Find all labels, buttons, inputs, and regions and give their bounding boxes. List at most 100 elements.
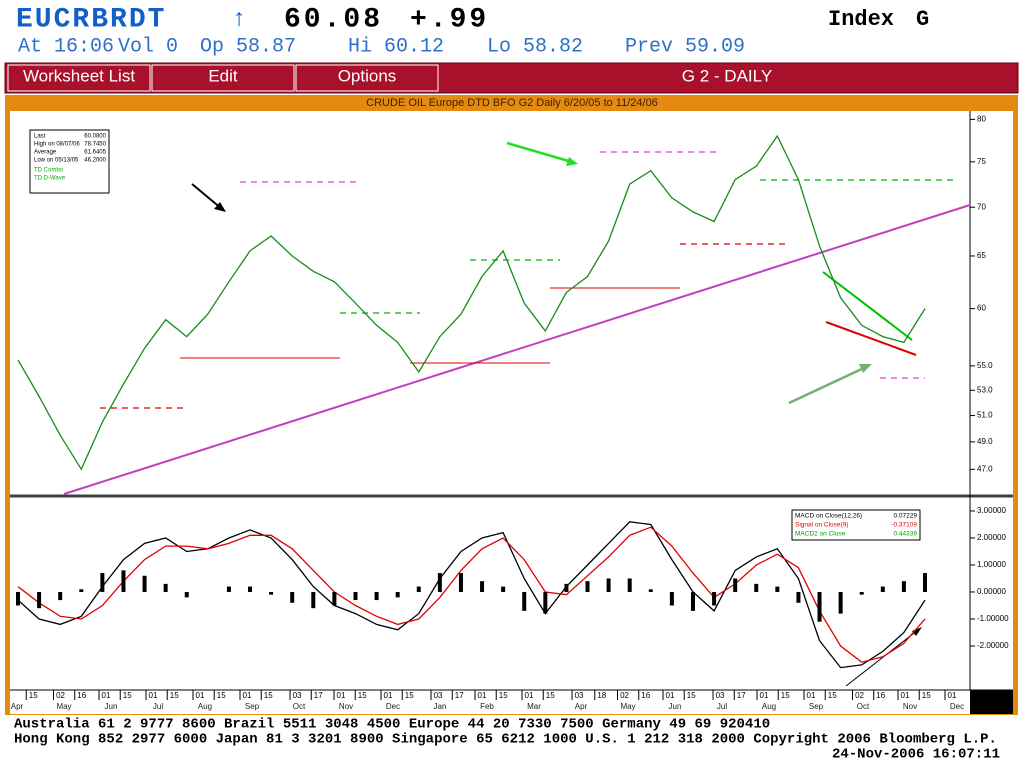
y-tick-label: 49.0	[977, 437, 993, 446]
arrow-head	[214, 202, 226, 212]
info-box	[29, 129, 110, 194]
histogram-bar	[332, 591, 337, 606]
day-label: 01	[948, 691, 957, 700]
month-label: Aug	[198, 702, 212, 711]
menu-button[interactable]	[151, 64, 295, 92]
month-label: Nov	[339, 702, 353, 711]
axis-corner	[970, 690, 1013, 714]
wedge-bottom	[825, 321, 917, 356]
histogram-bar	[395, 591, 400, 598]
month-label: Aug	[762, 702, 776, 711]
month-label: Nov	[903, 702, 917, 711]
histogram-bar	[733, 578, 738, 592]
footer-line: 24-Nov-2006 16:07:11	[832, 747, 1000, 763]
histogram-bar	[923, 573, 927, 592]
day-label: 01	[760, 691, 769, 700]
menu-label[interactable]: Worksheet List	[23, 66, 135, 85]
menu-button[interactable]	[7, 64, 151, 92]
info-label: Average	[34, 150, 57, 156]
info-label: Last	[34, 134, 46, 140]
histogram-bar	[37, 591, 42, 609]
y-tick-label: 55.0	[977, 361, 993, 370]
histogram-bar	[79, 589, 84, 592]
info-value: 61.6405	[84, 150, 106, 156]
info-label: Low on 05/13/05	[34, 158, 79, 164]
y-tick-label: 53.0	[977, 385, 993, 394]
chart-area	[10, 111, 1013, 714]
day-label: 01	[243, 691, 252, 700]
trend-line	[63, 204, 971, 495]
day-label: 15	[922, 691, 931, 700]
day-label: 15	[546, 691, 555, 700]
day-label: 15	[781, 691, 790, 700]
arrow-head	[859, 364, 872, 373]
quote-line: At 16:06 Vol 0 Op 58.87 Hi 60.12 Lo 58.82 Pre…	[18, 35, 745, 58]
legend-name: MACD on Close(12,26)	[795, 513, 862, 520]
wedge-top	[822, 271, 913, 341]
day-label: 02	[56, 691, 65, 700]
month-label: May	[620, 702, 635, 711]
month-label: Jun	[105, 702, 118, 711]
histogram-bar	[880, 586, 885, 592]
day-label: 16	[876, 691, 885, 700]
info-value: 78.7450	[84, 142, 106, 148]
histogram-bar	[458, 573, 463, 592]
info-value: 60.0800	[84, 134, 106, 140]
histogram-bar	[269, 591, 274, 595]
histogram-bar	[16, 591, 20, 606]
y-tick-label: 2.00000	[977, 533, 1006, 542]
legend-value: 0.44339	[894, 531, 918, 538]
study-label: TD D-Wave	[34, 176, 66, 182]
histogram-bar	[522, 591, 527, 611]
day-label: 03	[575, 691, 584, 700]
day-label: 01	[384, 691, 393, 700]
net-change: +.99	[410, 4, 489, 35]
day-label: 15	[405, 691, 414, 700]
day-label: 03	[716, 691, 725, 700]
y-tick-label: 70	[977, 202, 986, 211]
histogram-bar	[690, 591, 695, 611]
menu-label[interactable]: Edit	[208, 66, 238, 85]
study-label: TD Combo	[34, 168, 64, 174]
day-label: 02	[620, 691, 629, 700]
info-label: High on 08/07/06	[34, 142, 80, 148]
info-value: 46.2000	[84, 158, 106, 164]
y-tick-label: 80	[977, 114, 986, 123]
month-label: Apr	[11, 702, 24, 711]
chart-title: CRUDE OIL Europe DTD BFO G2 Daily 6/20/0…	[366, 97, 658, 109]
menu-label[interactable]: Options	[338, 66, 397, 85]
month-label: Jan	[434, 702, 447, 711]
histogram-bar	[796, 591, 801, 603]
histogram-bar	[121, 570, 126, 592]
month-label: Apr	[575, 702, 588, 711]
day-label: 15	[687, 691, 696, 700]
menu-button[interactable]	[295, 64, 439, 92]
day-label: 02	[855, 691, 864, 700]
histogram-bar	[142, 575, 147, 592]
histogram-bar	[416, 586, 421, 592]
series-line	[17, 134, 926, 471]
histogram-bar	[184, 591, 189, 598]
histogram-bar	[353, 591, 358, 601]
quote-item: Prev 59.09	[625, 35, 745, 58]
series-line	[17, 521, 926, 669]
day-label: 18	[597, 691, 606, 700]
histogram-bar	[226, 586, 231, 592]
day-label: 16	[641, 691, 650, 700]
day-label: 03	[293, 691, 302, 700]
arrows	[191, 141, 922, 687]
histogram-bar	[248, 586, 253, 592]
arrow	[788, 365, 867, 405]
arrow	[506, 141, 573, 164]
day-label: 01	[102, 691, 111, 700]
month-label: Mar	[527, 702, 541, 711]
histogram-bar	[775, 586, 780, 592]
last-price: 60.08	[284, 4, 383, 35]
histogram-bar	[100, 573, 105, 592]
month-label: Sep	[809, 702, 824, 711]
y-tick-label: 1.00000	[977, 560, 1006, 569]
tick-arrow: ↑	[232, 6, 246, 33]
ticker: EUCRBRDT	[16, 4, 166, 35]
day-label: 01	[901, 691, 910, 700]
